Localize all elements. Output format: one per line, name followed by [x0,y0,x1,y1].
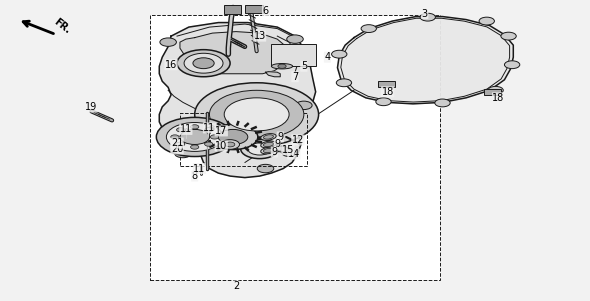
Text: 9: 9 [274,139,280,150]
Text: 4: 4 [324,52,330,62]
Text: 16: 16 [165,60,177,70]
Circle shape [501,32,516,40]
Circle shape [205,128,213,132]
Circle shape [504,61,520,69]
Text: 18: 18 [382,87,394,97]
Bar [378,81,395,87]
Text: 9: 9 [271,147,277,157]
Circle shape [180,129,209,144]
Circle shape [195,83,319,146]
Text: 5: 5 [301,61,307,71]
Circle shape [257,164,274,173]
Bar [271,44,316,66]
Circle shape [175,149,191,158]
Text: 20: 20 [171,144,183,154]
Circle shape [248,143,271,155]
Bar [484,89,501,95]
Circle shape [218,129,248,144]
Bar [180,113,307,166]
Polygon shape [159,23,316,178]
Text: 11: 11 [194,163,205,174]
Text: 14: 14 [288,149,300,159]
Circle shape [177,50,230,77]
Circle shape [191,125,199,129]
Circle shape [376,98,391,106]
Text: 15: 15 [282,144,294,155]
Bar [150,15,440,280]
Text: 8: 8 [192,171,198,181]
Text: 17: 17 [215,126,227,136]
Text: 11: 11 [180,124,192,135]
Circle shape [332,50,347,58]
Circle shape [193,58,214,69]
Circle shape [205,142,213,146]
Circle shape [282,149,296,157]
Circle shape [209,90,304,138]
Bar [245,5,263,13]
Circle shape [241,139,278,159]
Circle shape [184,53,223,73]
Circle shape [176,128,185,132]
Text: 10: 10 [215,141,227,151]
Circle shape [336,79,352,87]
Ellipse shape [264,142,273,147]
Circle shape [166,123,223,151]
Text: 2: 2 [233,281,239,291]
Circle shape [224,98,289,131]
Circle shape [488,86,503,94]
Text: FR.: FR. [52,17,72,36]
Bar [224,5,241,14]
Text: 12: 12 [292,135,304,145]
Circle shape [176,142,185,146]
Polygon shape [266,72,280,77]
Circle shape [160,38,176,46]
Ellipse shape [261,141,276,148]
Circle shape [435,99,450,107]
Circle shape [278,64,286,68]
Ellipse shape [264,148,273,153]
Ellipse shape [264,135,273,139]
Ellipse shape [261,147,276,154]
Circle shape [286,151,293,155]
Circle shape [211,135,219,139]
Circle shape [276,146,288,152]
Circle shape [156,117,233,157]
Circle shape [221,140,240,149]
Circle shape [287,35,303,43]
Text: 19: 19 [86,102,97,112]
Circle shape [479,17,494,25]
Circle shape [191,145,199,149]
Text: 21: 21 [171,138,183,148]
Circle shape [420,13,435,21]
Text: 7: 7 [292,72,298,82]
Circle shape [171,135,179,139]
Text: 11: 11 [204,123,215,133]
Text: 18: 18 [493,93,504,103]
Circle shape [208,124,258,150]
Text: 6: 6 [263,5,268,16]
Text: 9: 9 [277,132,283,142]
Ellipse shape [261,134,276,140]
Circle shape [361,25,376,33]
Text: 13: 13 [254,31,266,41]
Circle shape [296,101,312,110]
Polygon shape [337,17,513,104]
Text: 3: 3 [422,8,428,19]
Polygon shape [180,32,289,74]
Ellipse shape [271,64,293,69]
Circle shape [225,142,235,147]
